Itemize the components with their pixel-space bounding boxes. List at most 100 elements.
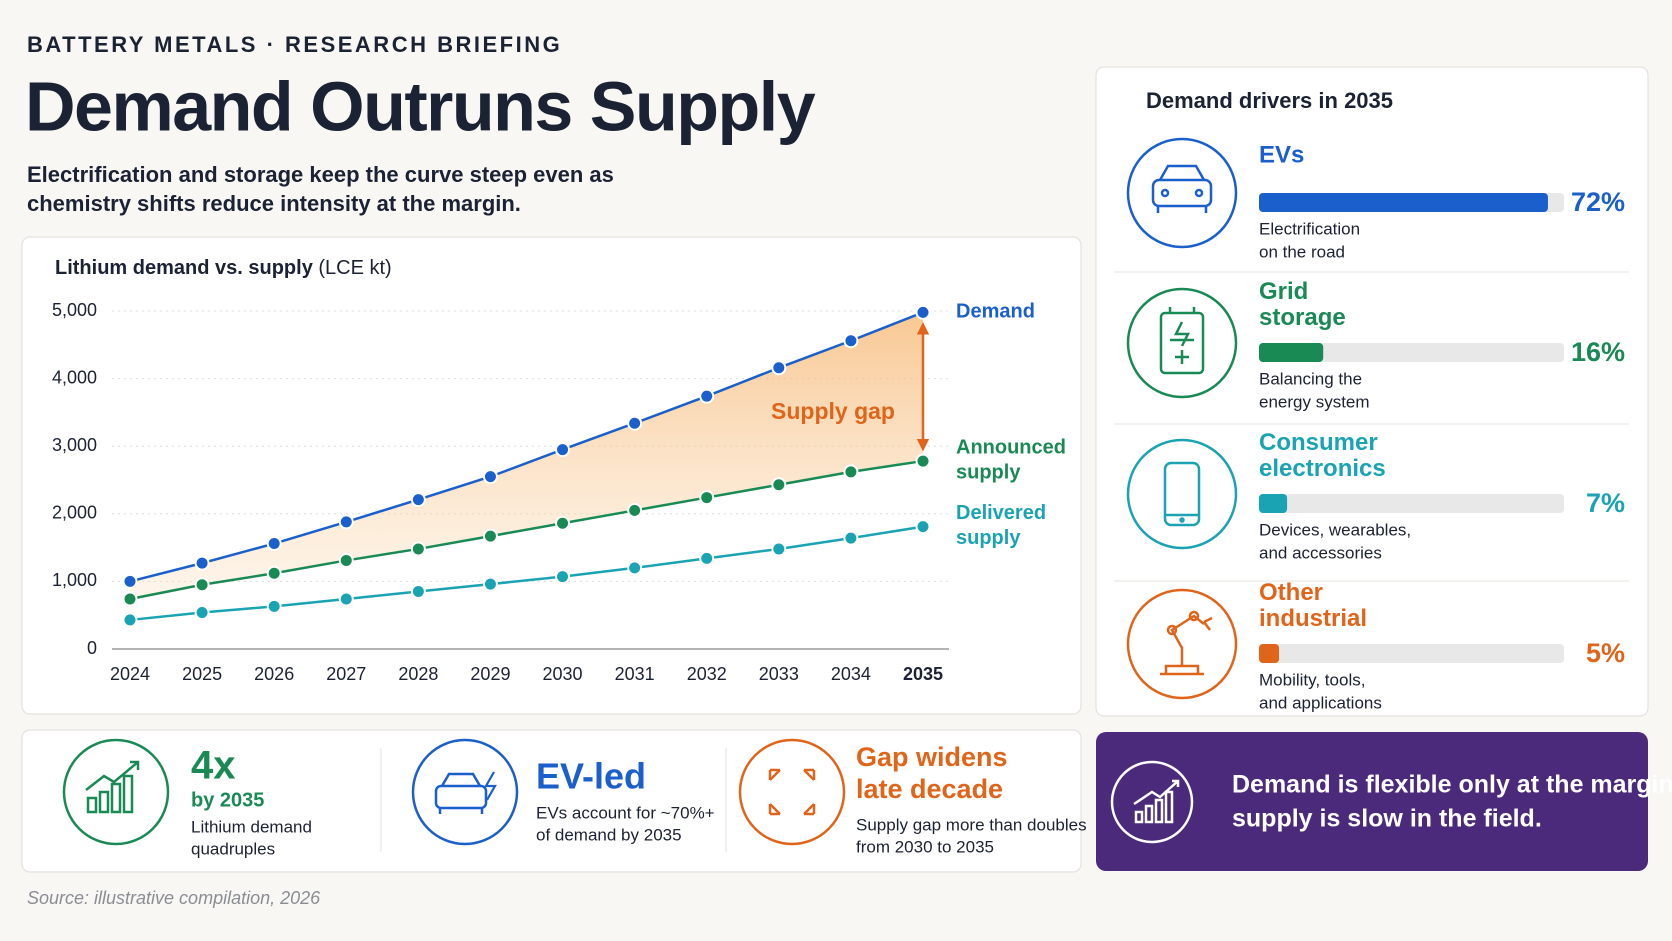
stat-desc: quadruples: [191, 839, 275, 858]
source: Source: illustrative compilation, 2026: [27, 888, 321, 908]
bar-track: [1259, 494, 1564, 513]
series-line: [129, 311, 924, 583]
point: [555, 515, 571, 531]
value-label: 16%: [1571, 337, 1625, 367]
point: [771, 477, 787, 493]
driver-desc: on the road: [1259, 242, 1345, 261]
driver-desc: Mobility, tools,: [1259, 670, 1365, 689]
driver-desc: and applications: [1259, 693, 1382, 712]
series-line: [129, 525, 924, 622]
x-tick-label: 2027: [326, 664, 366, 684]
point: [266, 598, 282, 614]
point: [915, 519, 931, 535]
chart-unit: (LCE kt): [318, 257, 391, 279]
x-tick-label: 2028: [398, 664, 438, 684]
y-tick-label: 5,000: [52, 300, 97, 320]
bar: [1259, 343, 1324, 362]
driver-desc: Electrification: [1259, 219, 1360, 238]
point: [555, 569, 571, 585]
stats-card: [21, 729, 1082, 873]
callout-card: [1096, 732, 1648, 871]
line-chart: 0 1,000 2,000 3,000 4,000 5,000 2024 2025 2026 20…: [52, 300, 1072, 684]
y-tick-label: 2,000: [52, 503, 97, 523]
point: [627, 415, 643, 431]
driver-desc: Devices, wearables,: [1259, 520, 1411, 539]
point: [482, 576, 498, 592]
stat-headline: Gap widens: [856, 742, 1008, 772]
x-tick-label: 2026: [254, 664, 294, 684]
value-label: 7%: [1586, 488, 1625, 518]
series-label: Delivered supply: [956, 502, 1052, 549]
callout-text: supply is slow in the field.: [1232, 805, 1542, 833]
stat-icons: [62, 738, 846, 846]
chart-title: Lithium demand vs. supply (LCE kt): [55, 257, 392, 279]
point: [699, 550, 715, 566]
point: [771, 541, 787, 557]
driver-desc: and accessories: [1259, 543, 1382, 562]
x-tick-label: 2024: [110, 664, 150, 684]
y-tick-label: 4,000: [52, 367, 97, 387]
point: [627, 560, 643, 576]
driver-icons: [1126, 137, 1238, 700]
point: [915, 453, 931, 469]
driver-name: Other industrial: [1259, 579, 1367, 632]
callout-icon: [1110, 760, 1194, 844]
stat-headline: EV-led: [536, 756, 646, 797]
callout-text: Demand is flexible only at the margin;: [1232, 771, 1672, 799]
annotation: Supply gap: [771, 398, 895, 424]
point: [122, 612, 138, 628]
driver-desc: Balancing the: [1259, 369, 1362, 388]
y-tick-label: 0: [87, 638, 97, 658]
point: [627, 502, 643, 518]
driver-name: Consumer electronics: [1259, 429, 1386, 482]
point: [122, 573, 138, 589]
value-label: 72%: [1571, 187, 1625, 217]
point: [410, 584, 426, 600]
drivers-title: Demand drivers in 2035: [1146, 88, 1393, 113]
point: [122, 591, 138, 607]
point: [915, 304, 931, 320]
driver-name: Grid storage: [1259, 278, 1346, 331]
stat-desc: from 2030 to 2035: [856, 837, 994, 856]
point: [482, 469, 498, 485]
x-tick-label: 2034: [831, 664, 871, 684]
bar-track: [1259, 343, 1564, 362]
subtitle: Electrification and storage keep the cur…: [27, 162, 614, 187]
stat-desc: Supply gap more than doubles: [856, 815, 1087, 834]
x-tick-label: 2033: [759, 664, 799, 684]
value-label: 5%: [1586, 638, 1625, 668]
driver-name: EVs: [1259, 141, 1304, 168]
subtitle: chemistry shifts reduce intensity at the…: [27, 191, 521, 216]
point: [843, 530, 859, 546]
x-tick-label: 2031: [615, 664, 655, 684]
point: [410, 541, 426, 557]
point: [410, 492, 426, 508]
x-tick-label: 2029: [470, 664, 510, 684]
y-tick-label: 3,000: [52, 435, 97, 455]
point: [482, 528, 498, 544]
bar: [1259, 193, 1548, 212]
stat-desc: EVs account for ~70%+: [536, 803, 715, 822]
bar-track: [1259, 644, 1564, 663]
point: [771, 360, 787, 376]
series-label: Demand: [956, 301, 1035, 323]
stat-sub: by 2035: [191, 789, 264, 811]
point: [843, 464, 859, 480]
chart-title: Lithium demand vs. supply: [55, 257, 314, 279]
point: [699, 490, 715, 506]
x-tick-label: 2035: [903, 664, 943, 684]
x-tick-label: 2025: [182, 664, 222, 684]
bar: [1259, 494, 1288, 513]
point: [699, 388, 715, 404]
point: [843, 333, 859, 349]
point: [338, 591, 354, 607]
kicker: BATTERY METALS · RESEARCH BRIEFING: [27, 32, 562, 57]
point: [555, 442, 571, 458]
point: [194, 577, 210, 593]
x-tick-label: 2032: [687, 664, 727, 684]
bar: [1259, 644, 1280, 663]
point: [338, 552, 354, 568]
series-label: Announced supply: [956, 437, 1072, 484]
